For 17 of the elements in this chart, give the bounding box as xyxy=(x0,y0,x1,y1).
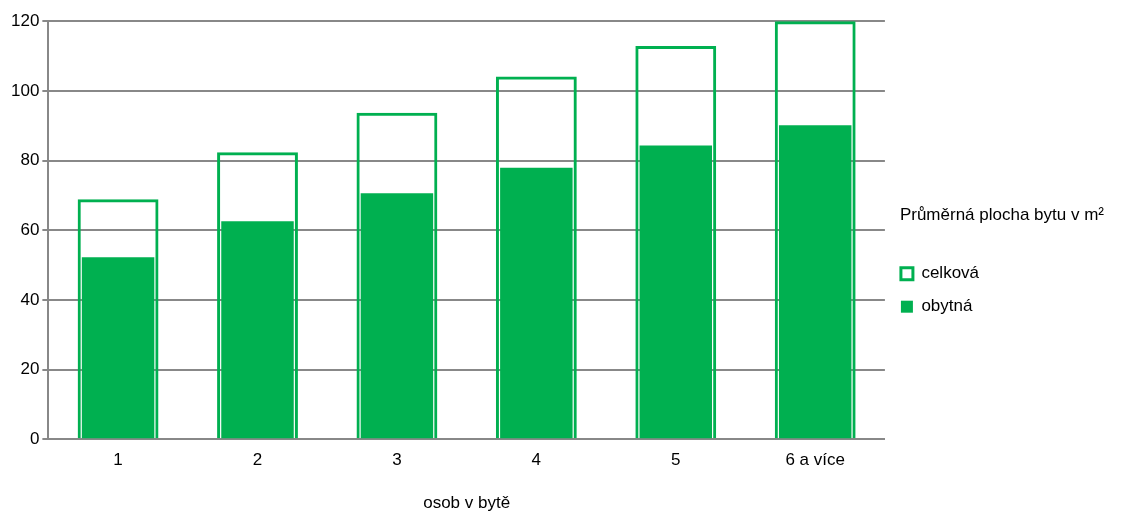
x-tick-label: 4 xyxy=(531,450,542,470)
legend-label: obytná xyxy=(921,296,973,316)
y-tick-label: 0 xyxy=(29,428,40,448)
y-tick-label: 80 xyxy=(20,150,40,170)
x-axis-title: osob v bytě xyxy=(423,493,511,513)
legend-label: celková xyxy=(921,263,980,283)
legend-title: Průměrná plocha bytu v m² xyxy=(899,204,1105,224)
y-tick-label: 40 xyxy=(20,289,40,309)
x-tick-label: 5 xyxy=(671,450,681,470)
y-tick-label: 60 xyxy=(20,219,40,239)
x-tick-label: 1 xyxy=(113,450,123,470)
x-tick-label: 2 xyxy=(252,450,263,470)
y-tick-label: 20 xyxy=(20,359,40,379)
x-tick-label: 6 a více xyxy=(785,450,845,470)
y-tick-label: 120 xyxy=(10,10,40,30)
x-tick-label: 3 xyxy=(392,450,402,470)
y-tick-label: 100 xyxy=(10,80,40,100)
